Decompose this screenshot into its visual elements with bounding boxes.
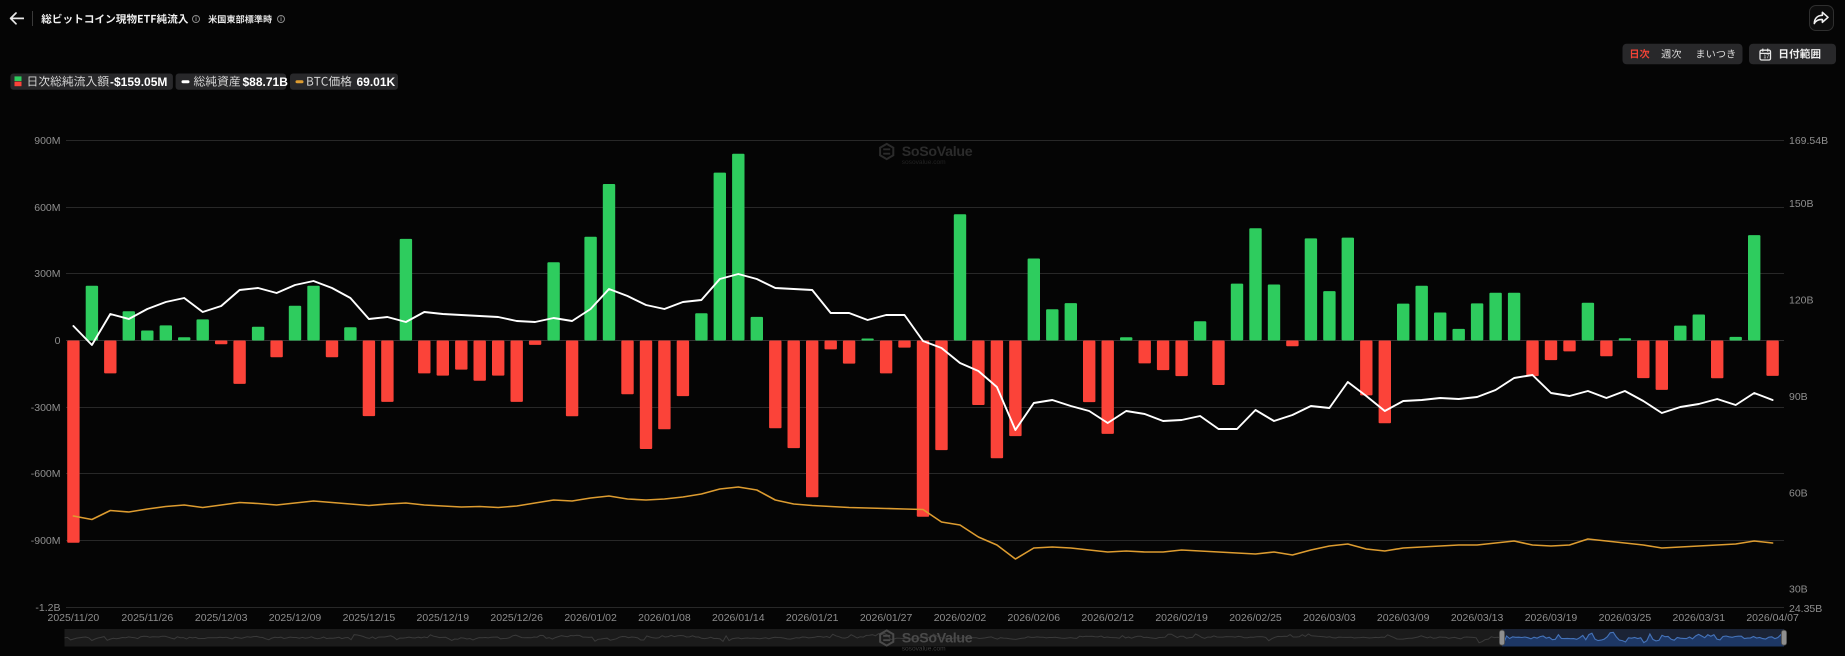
svg-text:2026/04/07: 2026/04/07 [1746,612,1799,624]
svg-text:2026/02/12: 2026/02/12 [1081,612,1134,624]
svg-text:sosovalue.com: sosovalue.com [902,646,946,653]
svg-text:2026/01/02: 2026/01/02 [564,612,617,624]
svg-text:2026/03/31: 2026/03/31 [1673,612,1726,624]
svg-text:2025/11/26: 2025/11/26 [121,612,173,624]
svg-text:900M: 900M [34,135,60,147]
svg-text:2026/01/14: 2026/01/14 [712,612,765,624]
svg-text:2025/12/26: 2025/12/26 [490,612,543,624]
svg-text:2025/12/09: 2025/12/09 [269,612,322,624]
svg-text:2026/01/21: 2026/01/21 [786,612,839,624]
svg-text:$88.71B: $88.71B [243,75,289,89]
svg-text:-900M: -900M [31,535,61,547]
svg-text:30B: 30B [1789,584,1808,596]
svg-text:2026/01/27: 2026/01/27 [860,612,913,624]
svg-text:169.54B: 169.54B [1789,135,1828,147]
svg-text:sosovalue.com: sosovalue.com [902,159,946,166]
svg-text:60B: 60B [1789,487,1808,499]
svg-text:SoSoValue: SoSoValue [902,631,973,647]
svg-text:2025/11/20: 2025/11/20 [48,612,100,624]
svg-text:2026/02/02: 2026/02/02 [934,612,987,624]
svg-text:150B: 150B [1789,198,1814,210]
svg-text:-300M: -300M [31,402,61,414]
svg-text:90B: 90B [1789,391,1808,403]
svg-text:2025/12/15: 2025/12/15 [343,612,396,624]
svg-text:2026/03/03: 2026/03/03 [1303,612,1356,624]
svg-text:SoSoValue: SoSoValue [902,144,973,160]
svg-text:600M: 600M [34,202,60,214]
svg-text:2026/03/13: 2026/03/13 [1451,612,1504,624]
svg-text:2026/03/19: 2026/03/19 [1525,612,1578,624]
svg-text:69.01K: 69.01K [357,75,396,89]
svg-text:2026/03/09: 2026/03/09 [1377,612,1430,624]
svg-text:2026/02/06: 2026/02/06 [1008,612,1061,624]
svg-text:-1.2B: -1.2B [35,602,60,614]
svg-text:2026/03/25: 2026/03/25 [1599,612,1652,624]
svg-text:2025/12/03: 2025/12/03 [195,612,248,624]
svg-text:2025/12/19: 2025/12/19 [417,612,470,624]
svg-text:-600M: -600M [31,468,61,480]
svg-text:0: 0 [55,335,61,347]
svg-text:120B: 120B [1789,294,1814,306]
svg-text:24.35B: 24.35B [1789,603,1822,615]
svg-text:2026/02/19: 2026/02/19 [1155,612,1208,624]
svg-text:2026/01/08: 2026/01/08 [638,612,691,624]
svg-text:2026/02/25: 2026/02/25 [1229,612,1282,624]
svg-text:-$159.05M: -$159.05M [110,75,167,89]
svg-text:300M: 300M [34,268,60,280]
